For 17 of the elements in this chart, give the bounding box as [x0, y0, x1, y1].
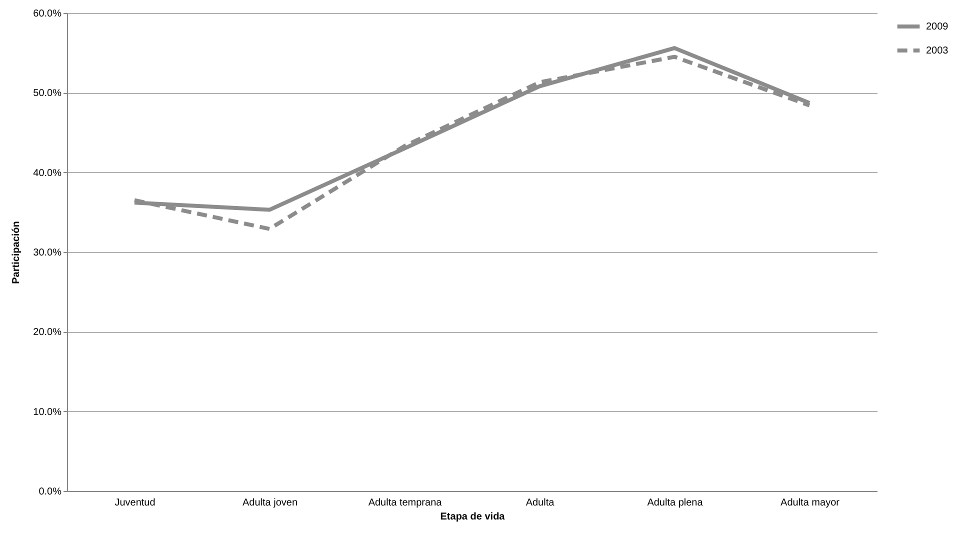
x-tick-label: Adulta joven	[242, 498, 298, 508]
y-axis-title: Participación	[11, 221, 22, 284]
x-tick-label: Adulta plena	[647, 498, 704, 508]
legend-label: 2009	[926, 22, 949, 32]
y-tick-label: 50.0%	[33, 88, 62, 100]
y-tick-label: 40.0%	[33, 168, 62, 179]
legend-label: 2003	[926, 46, 949, 56]
x-tick-label: Adulta mayor	[780, 498, 840, 508]
x-tick-label: Adulta	[526, 498, 555, 508]
y-tick-label: 30.0%	[33, 248, 62, 258]
x-tick-label: Adulta temprana	[368, 498, 442, 508]
x-tick-label: Juventud	[114, 498, 156, 508]
y-tick-label: 0.0%	[38, 486, 62, 498]
y-tick-label: 60.0%	[33, 8, 62, 20]
x-axis-title: Etapa de vida	[440, 512, 506, 522]
y-tick-label: 20.0%	[33, 327, 62, 338]
y-tick-label: 10.0%	[33, 406, 62, 418]
